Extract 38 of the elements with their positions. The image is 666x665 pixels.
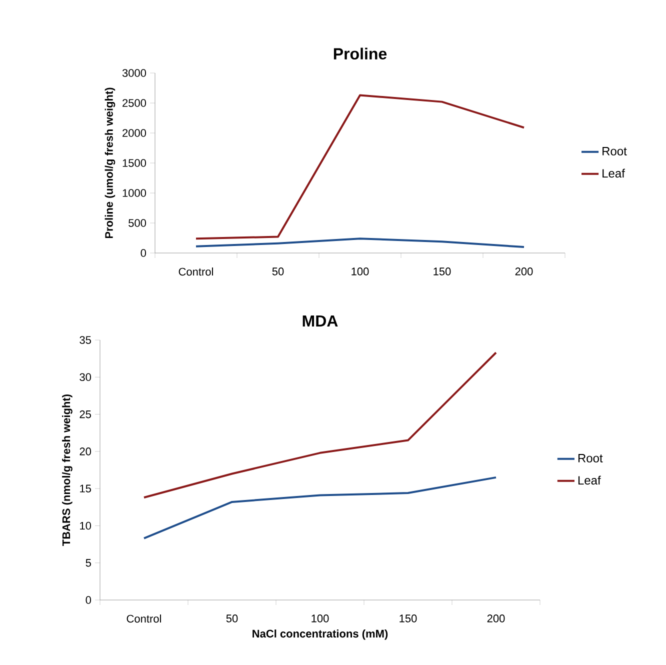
y-tick-label: 30 <box>80 373 92 382</box>
y-tick-label: 1000 <box>122 189 146 197</box>
legend-label: Leaf <box>602 168 625 178</box>
x-tick-label: 50 <box>272 268 284 276</box>
x-tick-label: 150 <box>400 614 417 622</box>
legend-label: Leaf <box>578 476 601 485</box>
y-axis-title: TBARS (nmol/g fresh weight) <box>62 394 72 546</box>
y-tick-label: 15 <box>80 484 91 492</box>
y-tick-label: 0 <box>140 249 146 257</box>
x-tick-label: 200 <box>515 268 533 276</box>
x-tick-label: 200 <box>487 614 505 622</box>
chart-title: Proline <box>334 48 387 60</box>
x-axis-title: NaCl concentrations (mM) <box>252 629 388 640</box>
y-tick-label: 25 <box>80 410 91 418</box>
y-tick-label: 2000 <box>122 129 146 137</box>
legend-label: Root <box>578 454 603 462</box>
y-tick-label: 0 <box>86 596 92 604</box>
legend-label: Root <box>602 147 627 156</box>
y-tick-label: 5 <box>86 559 91 567</box>
line-series <box>143 352 497 498</box>
y-tick-label: 20 <box>80 448 92 456</box>
x-tick-label: Control <box>178 268 213 276</box>
y-tick-label: 35 <box>80 336 91 344</box>
y-tick-label: 2500 <box>122 99 146 107</box>
x-tick-label: 50 <box>226 614 238 622</box>
y-axis-title: Proline (umol/g fresh weight) <box>104 88 116 238</box>
y-tick-label: 500 <box>128 219 146 227</box>
y-tick-label: 10 <box>80 522 92 530</box>
x-tick-label: 150 <box>434 268 451 276</box>
x-tick-label: 100 <box>312 614 329 622</box>
x-tick-label: 100 <box>352 268 369 276</box>
line-series <box>143 476 497 540</box>
chart-title: MDA <box>302 315 338 326</box>
y-tick-label: 3000 <box>122 69 146 77</box>
line-series <box>195 94 525 240</box>
x-tick-label: Control <box>126 614 161 623</box>
line-series <box>195 238 525 248</box>
y-tick-label: 1500 <box>122 159 146 167</box>
